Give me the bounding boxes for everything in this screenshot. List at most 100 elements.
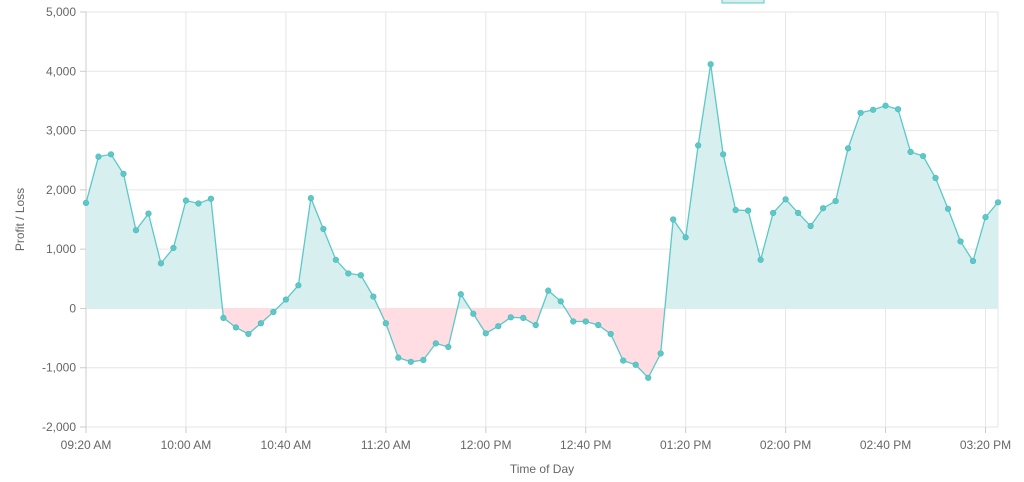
- data-point[interactable]: [957, 238, 964, 245]
- data-point[interactable]: [420, 356, 427, 364]
- data-point[interactable]: [657, 350, 664, 357]
- x-tick-label: 01:20 PM: [660, 438, 711, 452]
- data-point[interactable]: [295, 282, 302, 289]
- data-point[interactable]: [332, 256, 339, 263]
- data-point[interactable]: [532, 321, 539, 329]
- x-axis-title: Time of Day: [510, 462, 574, 476]
- y-tick-label: 4,000: [46, 64, 76, 78]
- y-axis-title: Profit / Loss: [13, 188, 27, 251]
- data-point[interactable]: [245, 330, 252, 338]
- data-point[interactable]: [382, 320, 389, 327]
- profit-area: [664, 64, 998, 309]
- data-point[interactable]: [220, 314, 227, 322]
- data-point[interactable]: [232, 324, 240, 331]
- y-tick-label: 1,000: [46, 242, 76, 256]
- data-point[interactable]: [832, 198, 839, 205]
- x-tick-label: 02:00 PM: [760, 438, 811, 452]
- data-point[interactable]: [782, 196, 789, 203]
- x-tick-label: 10:40 AM: [261, 438, 312, 452]
- data-point[interactable]: [432, 340, 439, 347]
- data-point[interactable]: [682, 234, 689, 241]
- data-point[interactable]: [570, 318, 577, 325]
- data-point[interactable]: [545, 287, 552, 294]
- y-tick-label: 5,000: [46, 5, 76, 19]
- data-point[interactable]: [157, 260, 165, 267]
- data-point[interactable]: [944, 205, 952, 212]
- data-point[interactable]: [257, 320, 265, 327]
- data-point[interactable]: [195, 200, 202, 207]
- data-point[interactable]: [132, 227, 140, 234]
- data-point[interactable]: [395, 354, 402, 361]
- data-point[interactable]: [95, 153, 102, 160]
- loss-area: [469, 308, 542, 334]
- data-point[interactable]: [695, 142, 702, 149]
- data-point[interactable]: [407, 358, 414, 365]
- loss-area: [222, 308, 277, 334]
- data-point[interactable]: [844, 145, 852, 152]
- data-point[interactable]: [370, 293, 377, 300]
- data-point[interactable]: [107, 151, 115, 158]
- data-point[interactable]: [720, 151, 727, 158]
- data-point[interactable]: [932, 174, 939, 182]
- x-tick-label: 02:40 PM: [860, 438, 911, 452]
- legend-swatch[interactable]: [721, 0, 765, 4]
- data-point[interactable]: [182, 197, 190, 204]
- data-point[interactable]: [745, 207, 752, 214]
- x-axis-ticks: 09:20 AM 10:00 AM 10:40 AM 11:20 AM 12:00 PM…: [61, 427, 1011, 452]
- data-point[interactable]: [857, 109, 864, 116]
- x-tick-label: 09:20 AM: [61, 438, 112, 452]
- data-point[interactable]: [670, 216, 677, 223]
- data-point[interactable]: [994, 199, 1002, 206]
- data-point[interactable]: [620, 357, 627, 364]
- data-point[interactable]: [732, 206, 739, 214]
- data-point[interactable]: [270, 308, 277, 316]
- loss-area: [378, 308, 458, 362]
- data-point[interactable]: [457, 291, 464, 298]
- data-point[interactable]: [707, 61, 714, 68]
- data-point[interactable]: [607, 330, 614, 338]
- data-point[interactable]: [82, 199, 90, 206]
- data-point[interactable]: [470, 310, 477, 317]
- data-point[interactable]: [757, 256, 764, 263]
- data-point[interactable]: [495, 323, 502, 330]
- data-point[interactable]: [882, 102, 889, 109]
- data-point[interactable]: [170, 244, 177, 252]
- data-point[interactable]: [307, 195, 314, 202]
- data-point[interactable]: [770, 209, 777, 217]
- data-point[interactable]: [919, 152, 927, 160]
- data-point[interactable]: [807, 222, 814, 230]
- data-point[interactable]: [345, 270, 352, 277]
- data-point[interactable]: [520, 314, 527, 322]
- x-tick-label: 12:40 PM: [560, 438, 611, 452]
- data-point[interactable]: [582, 318, 589, 325]
- data-point[interactable]: [507, 314, 514, 321]
- data-point[interactable]: [982, 214, 989, 221]
- data-point[interactable]: [632, 361, 639, 368]
- profit-area: [86, 154, 223, 309]
- y-tick-label: 3,000: [46, 124, 76, 138]
- x-tick-label: 10:00 AM: [161, 438, 212, 452]
- data-point[interactable]: [207, 195, 215, 202]
- x-tick-label: 11:20 AM: [361, 438, 411, 452]
- data-point[interactable]: [445, 343, 452, 351]
- data-point[interactable]: [969, 257, 977, 265]
- data-point[interactable]: [145, 210, 152, 217]
- y-axis-ticks: 5,000 4,000 3,000 2,000 1,000 0 -1,000 -2,000: [42, 5, 86, 434]
- data-point[interactable]: [819, 205, 827, 212]
- legend[interactable]: [721, 0, 765, 4]
- data-point[interactable]: [795, 209, 802, 217]
- data-point[interactable]: [357, 272, 364, 279]
- data-point[interactable]: [645, 374, 652, 381]
- data-point[interactable]: [557, 298, 564, 305]
- data-point[interactable]: [869, 106, 877, 113]
- data-point[interactable]: [282, 296, 289, 303]
- profit-area: [276, 198, 379, 309]
- data-point[interactable]: [320, 225, 327, 233]
- data-point[interactable]: [894, 106, 902, 113]
- data-point[interactable]: [482, 330, 489, 337]
- data-point[interactable]: [595, 321, 602, 329]
- data-point[interactable]: [907, 148, 914, 156]
- data-point[interactable]: [120, 170, 127, 177]
